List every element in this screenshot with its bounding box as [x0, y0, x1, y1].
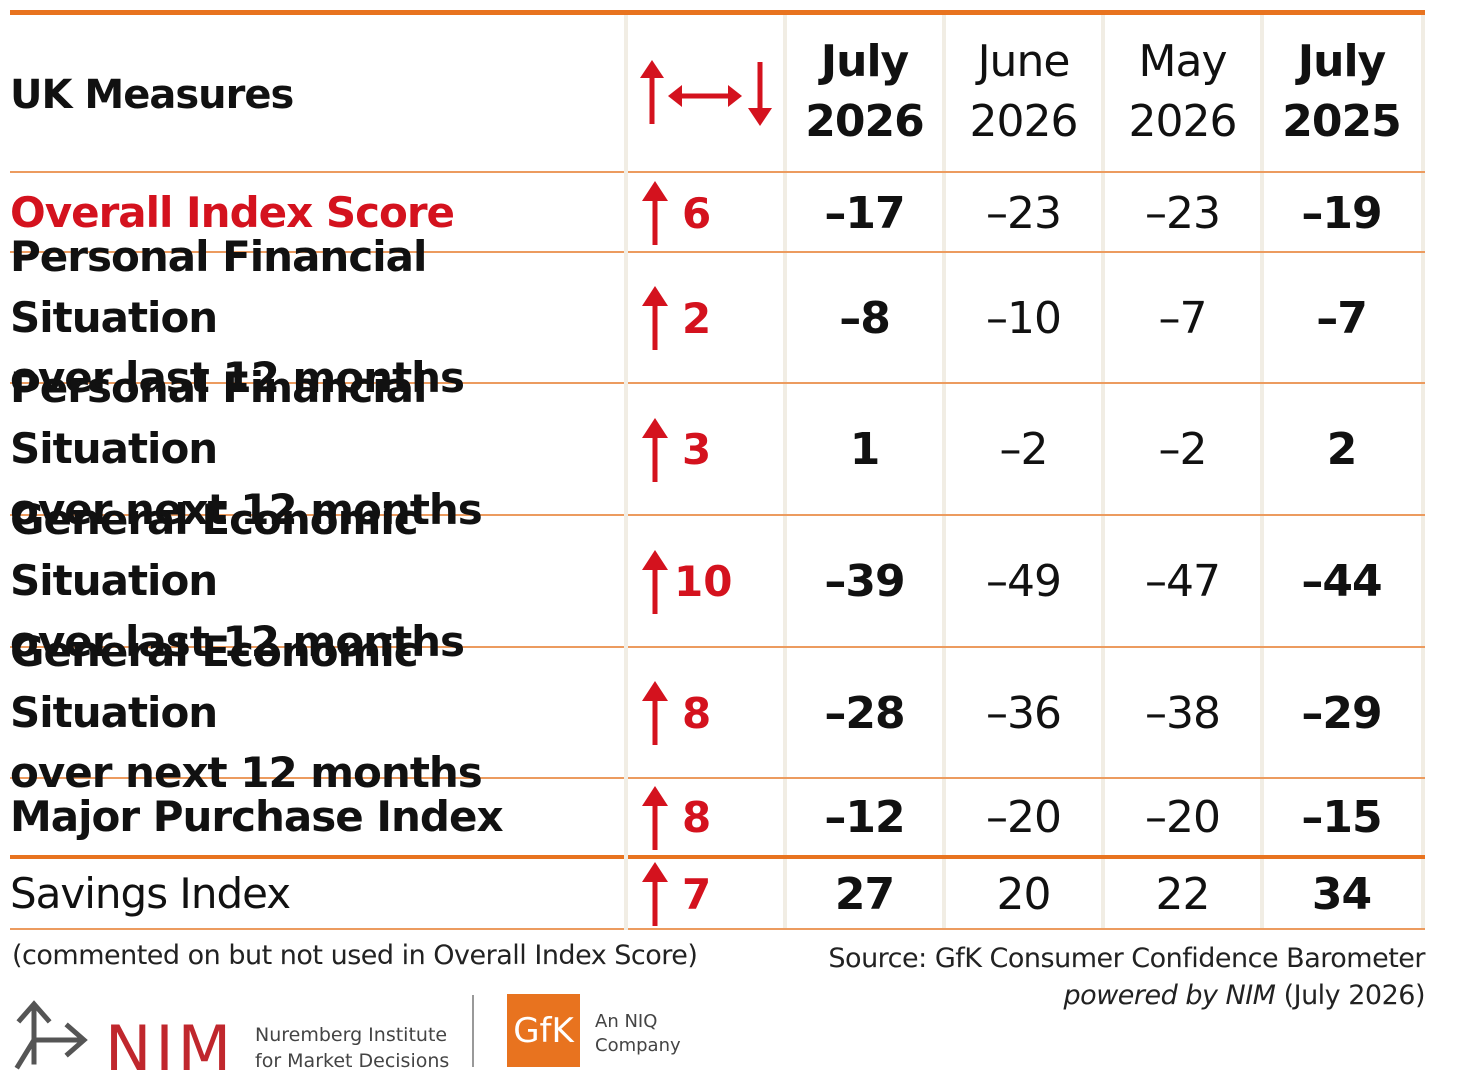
row-divider — [10, 171, 624, 173]
row-divider — [10, 251, 624, 253]
row-divider — [628, 928, 1425, 930]
table-cell: –7 — [1316, 292, 1368, 344]
nim-tagline: Nuremberg Institute for Market Decisions — [255, 1024, 450, 1072]
footnote: (commented on but not used in Overall In… — [12, 940, 698, 971]
table-cell: –2 — [999, 424, 1049, 475]
up-arrow-icon — [642, 549, 668, 614]
column-header: May 2026 — [1128, 36, 1238, 147]
row-change: 10 — [640, 517, 770, 646]
up-arrow-icon — [642, 286, 668, 350]
row-divider — [10, 928, 624, 930]
logos: NIM Nuremberg Institute for Market Decisi… — [10, 990, 710, 1085]
logo-divider — [472, 995, 474, 1067]
column-separator — [942, 15, 946, 930]
row-divider — [10, 855, 624, 859]
nim-logo: NIM — [105, 1012, 236, 1085]
table-cell: –44 — [1301, 556, 1382, 607]
table-cell: –29 — [1301, 687, 1382, 739]
table-cell: –20 — [1145, 792, 1221, 843]
row-label: Major Purchase Index — [10, 792, 504, 842]
table-cell: 1 — [849, 424, 881, 475]
column-separator — [783, 15, 787, 930]
column-separator — [1421, 15, 1425, 930]
table-cell: –15 — [1301, 792, 1382, 843]
table-cell: –47 — [1145, 556, 1221, 607]
top-rule — [10, 10, 1425, 15]
row-divider — [628, 855, 1425, 859]
row-label: General Economic Situation over last 12 m… — [10, 495, 465, 666]
row-divider — [10, 777, 624, 779]
row-label: Overall Index Score — [10, 187, 455, 237]
up-arrow-icon — [642, 681, 668, 745]
table-cell: 20 — [996, 868, 1052, 920]
table-cell: –2 — [1158, 424, 1208, 475]
row-divider — [10, 514, 624, 516]
up-arrow-icon — [642, 862, 668, 926]
column-header: July 2026 — [805, 36, 924, 147]
nim-arrow-icon — [14, 1000, 88, 1070]
row-divider — [628, 777, 1425, 779]
table-cell: 2 — [1326, 424, 1358, 475]
table-cell: –28 — [824, 687, 905, 739]
table-title: UK Measures — [10, 72, 294, 118]
table-cell: –17 — [824, 187, 905, 239]
table-cell: –12 — [824, 792, 905, 843]
table-cell: 34 — [1311, 868, 1372, 920]
column-separator — [624, 15, 628, 930]
table-cell: –49 — [986, 556, 1062, 607]
row-change: 8 — [640, 649, 770, 777]
row-divider — [628, 171, 1425, 173]
column-separator — [1260, 15, 1264, 930]
row-label: Savings Index — [10, 868, 291, 918]
row-divider — [628, 251, 1425, 253]
table-cell: 22 — [1155, 868, 1211, 920]
row-divider — [10, 646, 624, 648]
source-note: Source: GfK Consumer Confidence Baromete… — [828, 943, 1425, 1011]
up-arrow-icon — [642, 417, 668, 482]
row-change: 6 — [640, 175, 770, 251]
gfk-tagline: An NIQ Company — [595, 1011, 681, 1056]
table-cell: –7 — [1158, 292, 1208, 344]
table-cell: –23 — [986, 187, 1062, 239]
table-cell: –23 — [1145, 187, 1221, 239]
gfk-logo: GfK — [507, 994, 580, 1067]
column-header: July 2025 — [1282, 36, 1401, 147]
row-label: General Economic Situation over next 12 m… — [10, 626, 483, 798]
row-divider — [628, 514, 1425, 516]
change-header-icon — [636, 60, 776, 130]
row-change: 3 — [640, 385, 770, 514]
table-cell: –39 — [824, 556, 905, 607]
row-change: 8 — [640, 780, 770, 855]
column-separator — [1101, 15, 1105, 930]
row-change: 7 — [640, 860, 770, 928]
table-cell: –19 — [1301, 187, 1382, 239]
table-cell: –38 — [1145, 687, 1221, 739]
table-cell: 27 — [834, 868, 895, 920]
row-divider — [10, 382, 624, 384]
row-label: Personal Financial Situation over last 12… — [10, 231, 465, 403]
row-label: Personal Financial Situation over next 12… — [10, 363, 483, 534]
table-cell: –8 — [839, 292, 891, 344]
row-divider — [628, 382, 1425, 384]
column-header: June 2026 — [969, 36, 1079, 147]
up-arrow-icon — [642, 181, 668, 245]
row-change: 2 — [640, 254, 770, 382]
table-cell: –10 — [986, 292, 1062, 344]
row-divider — [628, 646, 1425, 648]
table-cell: –36 — [986, 687, 1062, 739]
up-arrow-icon — [642, 785, 668, 850]
table-cell: –20 — [986, 792, 1062, 843]
